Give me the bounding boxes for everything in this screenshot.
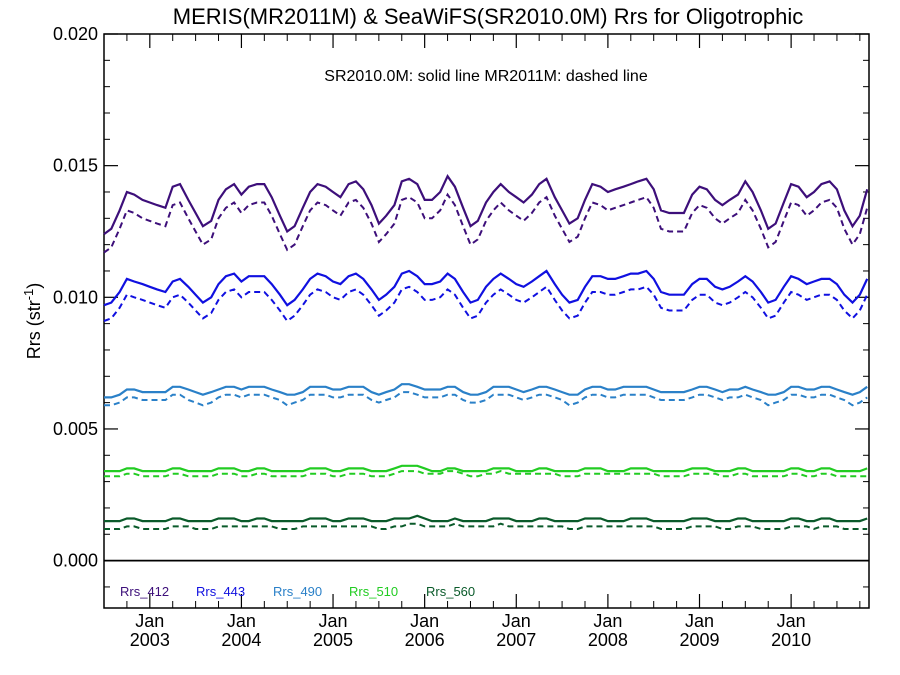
series-line-rrs-443-solid bbox=[103, 269, 869, 307]
y-axis-label-end: ) bbox=[24, 283, 44, 289]
legend-entry: Rrs_560 bbox=[426, 584, 475, 599]
x-tick-month-label: Jan bbox=[410, 611, 439, 631]
series-line-rrs-490-dashed bbox=[104, 391, 868, 407]
x-tick-year-label: 2008 bbox=[588, 630, 628, 650]
x-tick-year-label: 2006 bbox=[405, 630, 445, 650]
y-axis-label-sup: -1 bbox=[21, 289, 36, 301]
x-tick-month-label: Jan bbox=[593, 611, 622, 631]
x-tick-year-label: 2010 bbox=[771, 630, 811, 650]
y-axis: 0.000 0.005 0.010 0.015 0.020 bbox=[53, 24, 869, 588]
y-tick-label: 0.015 bbox=[53, 156, 98, 176]
series-line-rrs-560-dashed bbox=[104, 522, 868, 531]
x-tick-month-label: Jan bbox=[227, 611, 256, 631]
x-axis: Jan2003Jan2004Jan2005Jan2006Jan2007Jan20… bbox=[103, 34, 861, 650]
x-tick-year-label: 2007 bbox=[496, 630, 536, 650]
chart-title: MERIS(MR2011M) & SeaWiFS(SR2010.0M) Rrs … bbox=[173, 4, 803, 29]
y-tick-label: 0.010 bbox=[53, 287, 98, 307]
legend: Rrs_412 Rrs_443 Rrs_490 Rrs_510 Rrs_560 bbox=[120, 584, 475, 599]
legend-entry: Rrs_443 bbox=[196, 584, 245, 599]
series-line-rrs-510-dashed bbox=[104, 470, 868, 478]
y-axis-label: Rrs (str-1) bbox=[21, 283, 44, 360]
series-line-rrs-443-dashed bbox=[103, 285, 869, 323]
y-tick-label: 0.000 bbox=[53, 551, 98, 571]
x-tick-year-label: 2004 bbox=[221, 630, 261, 650]
series-line-rrs-490-solid bbox=[104, 383, 868, 399]
y-tick-label: 0.020 bbox=[53, 24, 98, 44]
x-tick-year-label: 2003 bbox=[130, 630, 170, 650]
y-tick-label: 0.005 bbox=[53, 419, 98, 439]
series-line-rrs-412-solid bbox=[103, 174, 869, 235]
series-line-rrs-412-dashed bbox=[103, 192, 869, 254]
line-style-annotation: SR2010.0M: solid line MR2011M: dashed li… bbox=[324, 68, 648, 85]
series-layer bbox=[103, 174, 869, 531]
legend-entry: Rrs_510 bbox=[349, 584, 398, 599]
x-tick-year-label: 2005 bbox=[313, 630, 353, 650]
legend-entry: Rrs_412 bbox=[120, 584, 169, 599]
y-axis-label-main: Rrs (str bbox=[24, 300, 44, 359]
x-tick-month-label: Jan bbox=[777, 611, 806, 631]
x-tick-month-label: Jan bbox=[502, 611, 531, 631]
x-tick-month-label: Jan bbox=[319, 611, 348, 631]
legend-entry: Rrs_490 bbox=[273, 584, 322, 599]
x-tick-month-label: Jan bbox=[685, 611, 714, 631]
x-tick-month-label: Jan bbox=[135, 611, 164, 631]
series-line-rrs-560-solid bbox=[104, 514, 868, 523]
series-line-rrs-510-solid bbox=[104, 464, 868, 473]
x-tick-year-label: 2009 bbox=[679, 630, 719, 650]
